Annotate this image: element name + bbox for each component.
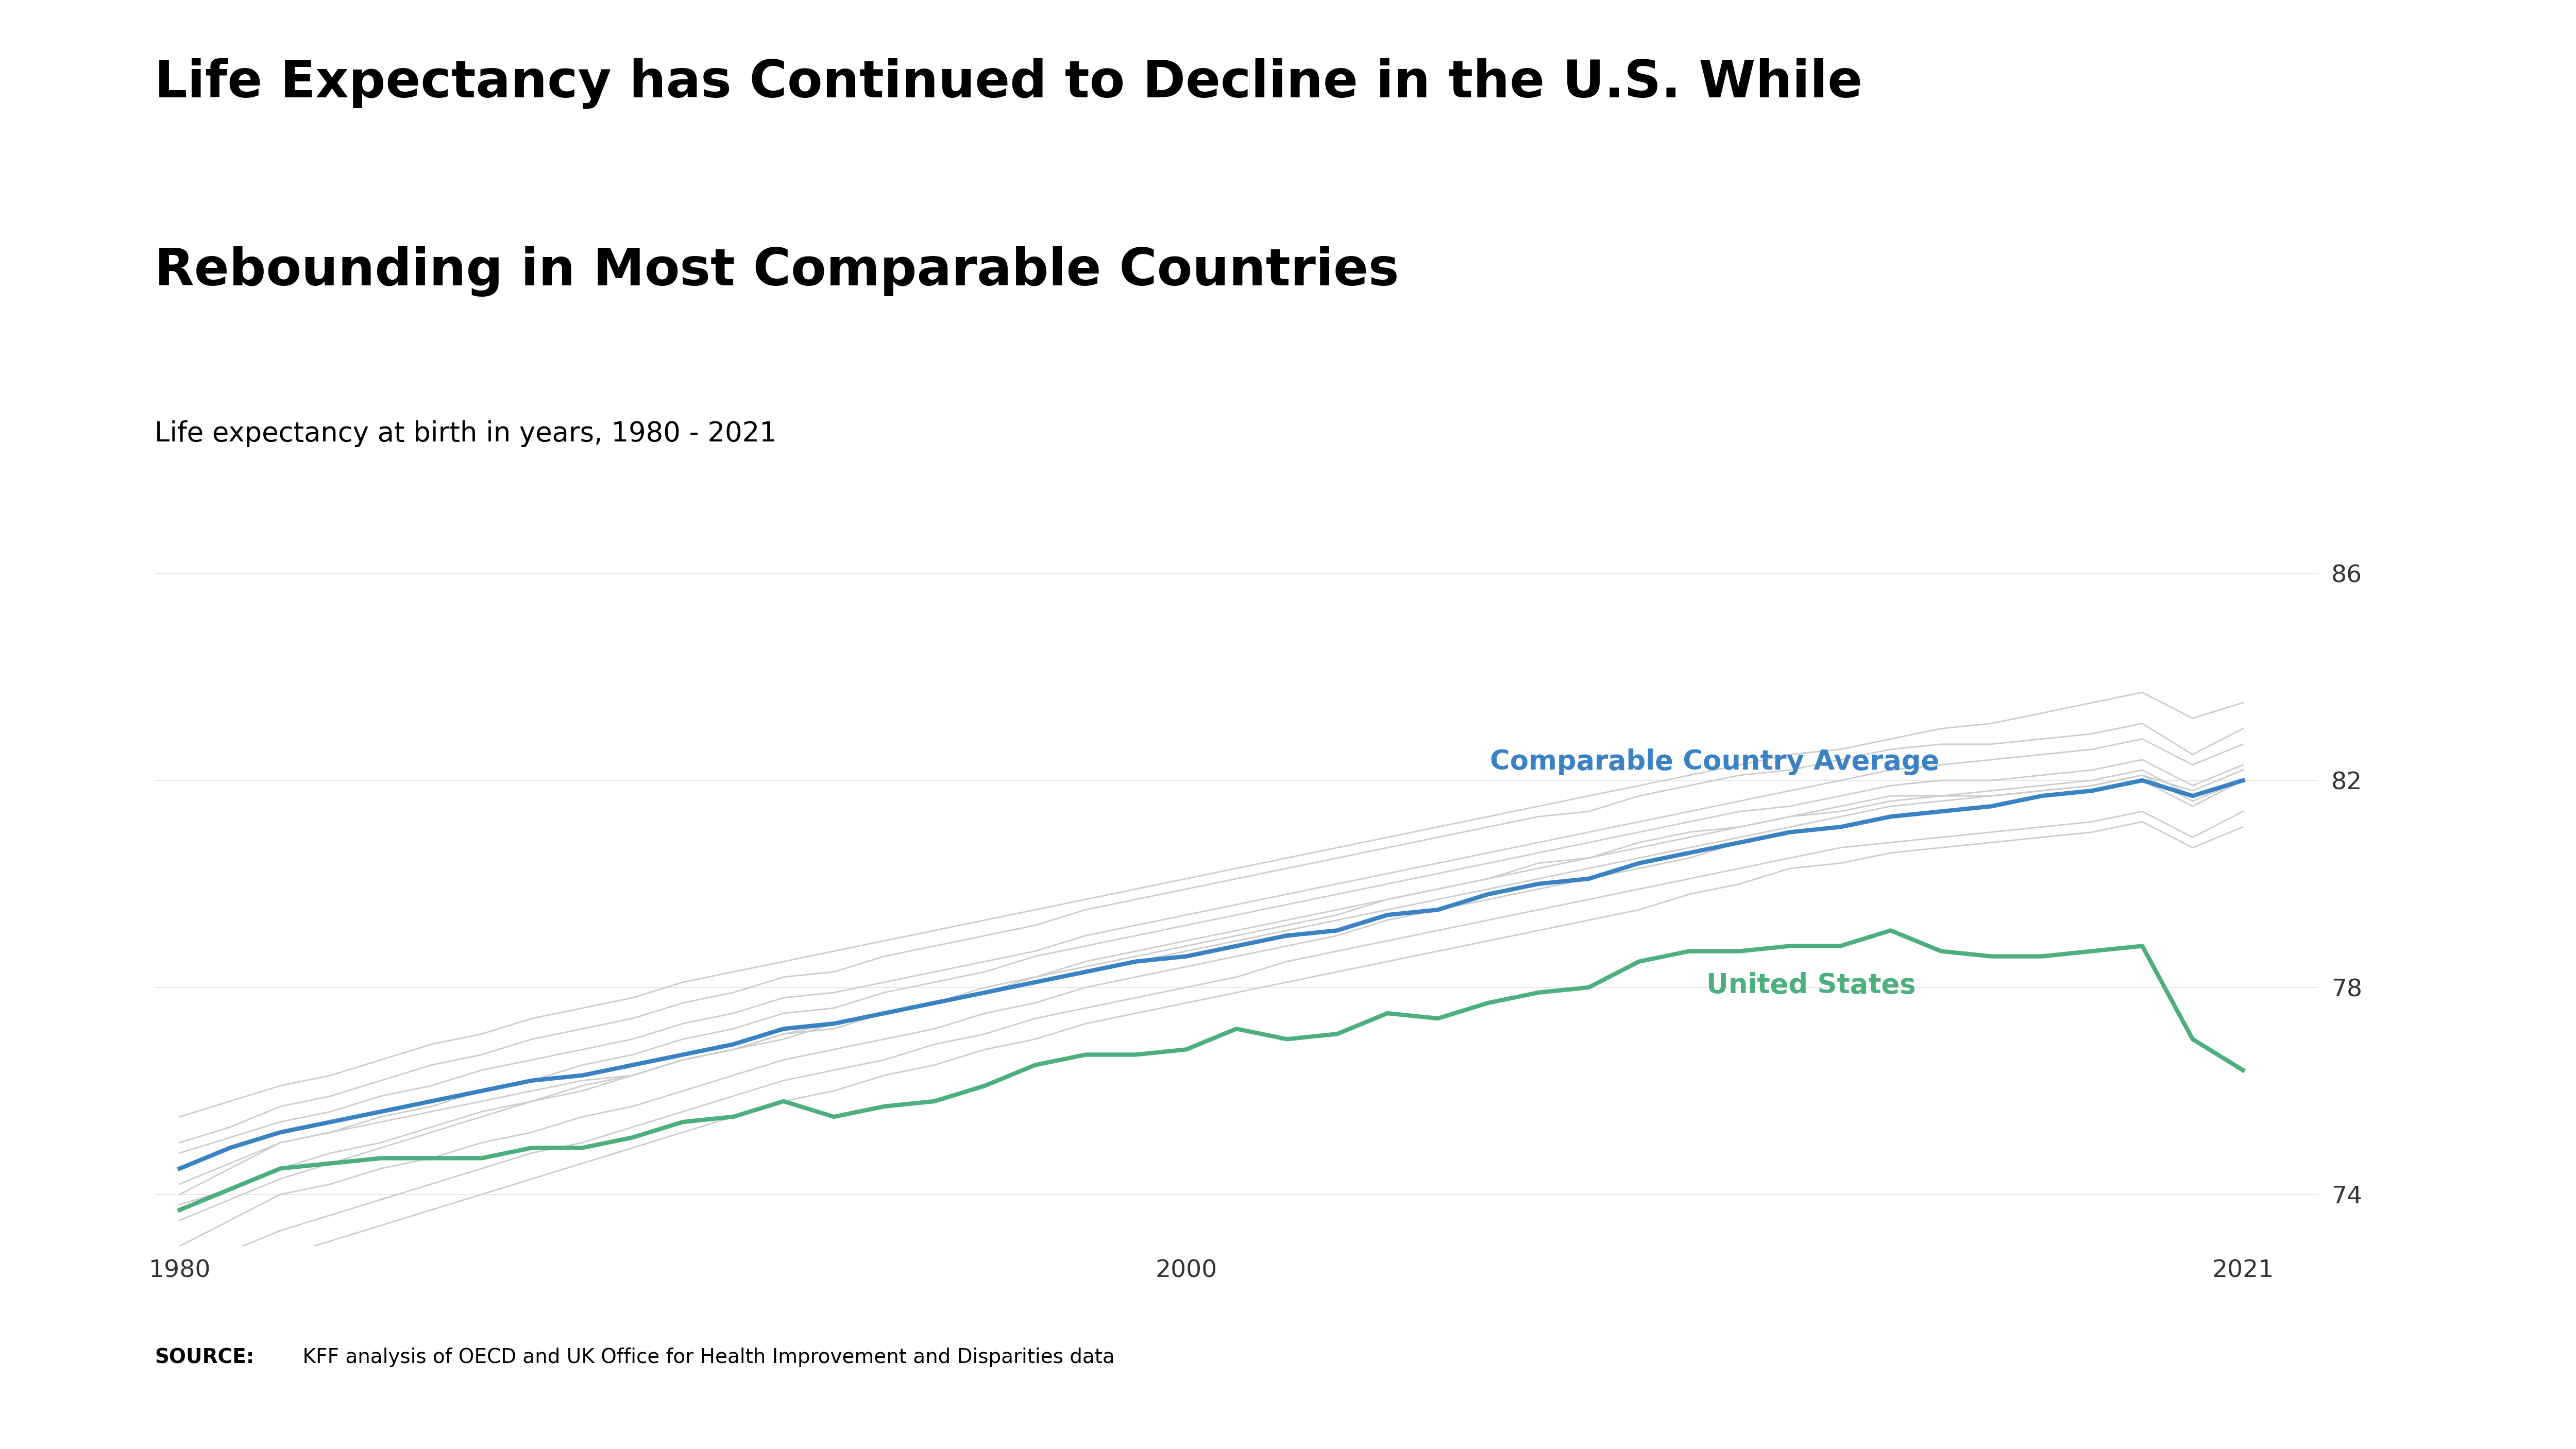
Text: Rebounding in Most Comparable Countries: Rebounding in Most Comparable Countries xyxy=(155,246,1399,297)
Text: KFF analysis of OECD and UK Office for Health Improvement and Disparities data: KFF analysis of OECD and UK Office for H… xyxy=(296,1348,1115,1368)
Text: United States: United States xyxy=(1705,972,1917,998)
Text: SOURCE:: SOURCE: xyxy=(155,1348,255,1368)
Text: Life Expectancy has Continued to Decline in the U.S. While: Life Expectancy has Continued to Decline… xyxy=(155,58,1862,109)
Text: Comparable Country Average: Comparable Country Average xyxy=(1489,749,1940,775)
Text: Life expectancy at birth in years, 1980 - 2021: Life expectancy at birth in years, 1980 … xyxy=(155,420,778,446)
